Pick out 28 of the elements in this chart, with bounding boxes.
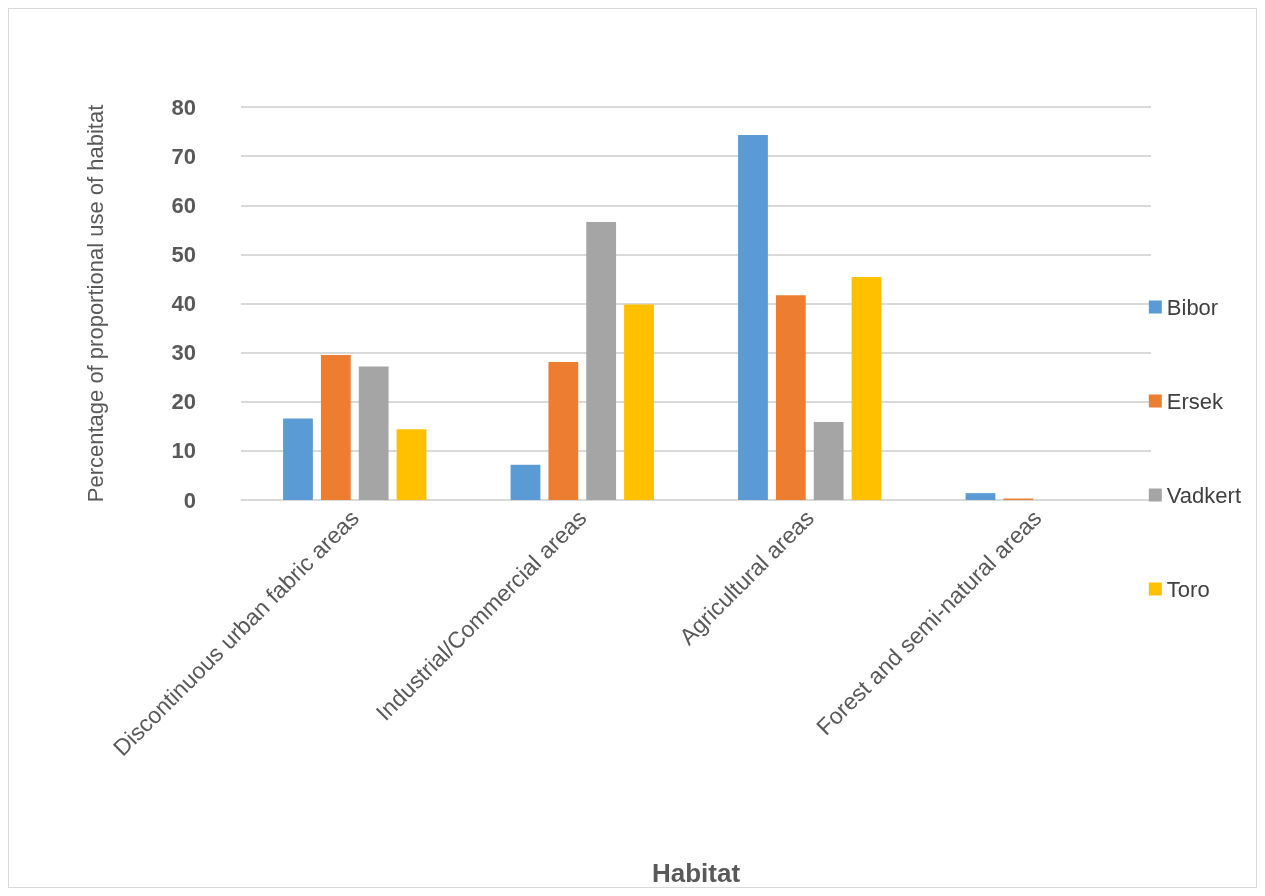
bar	[586, 221, 617, 500]
bar	[738, 135, 768, 500]
x-axis-title: Habitat	[651, 858, 741, 888]
y-tick-label: 10	[171, 438, 196, 464]
y-tick-label: 30	[171, 340, 196, 366]
bar	[548, 361, 579, 500]
bar	[358, 366, 389, 500]
legend-label: Toro	[1166, 576, 1210, 602]
bar	[396, 429, 427, 500]
y-axis-title: Percentage of proportional use of habitat	[82, 104, 108, 503]
legend-label: Bibor	[1166, 294, 1219, 320]
y-tick-label: 60	[171, 192, 196, 218]
y-tick-label: 80	[171, 94, 196, 120]
y-tick-label: 70	[171, 143, 196, 169]
y-tick-label: 40	[171, 291, 196, 316]
bar	[320, 355, 351, 500]
bar	[624, 304, 654, 500]
bar	[851, 276, 882, 500]
y-tick-label: 50	[171, 241, 196, 267]
bar	[813, 421, 844, 500]
bar	[965, 493, 996, 500]
y-tick-label: 0	[183, 487, 196, 513]
y-tick-label: 20	[171, 389, 196, 415]
legend-label: Vadkert	[1166, 482, 1241, 508]
bar	[510, 464, 541, 500]
bar	[283, 418, 313, 500]
bar	[775, 295, 806, 500]
legend-label: Ersek	[1166, 388, 1225, 414]
